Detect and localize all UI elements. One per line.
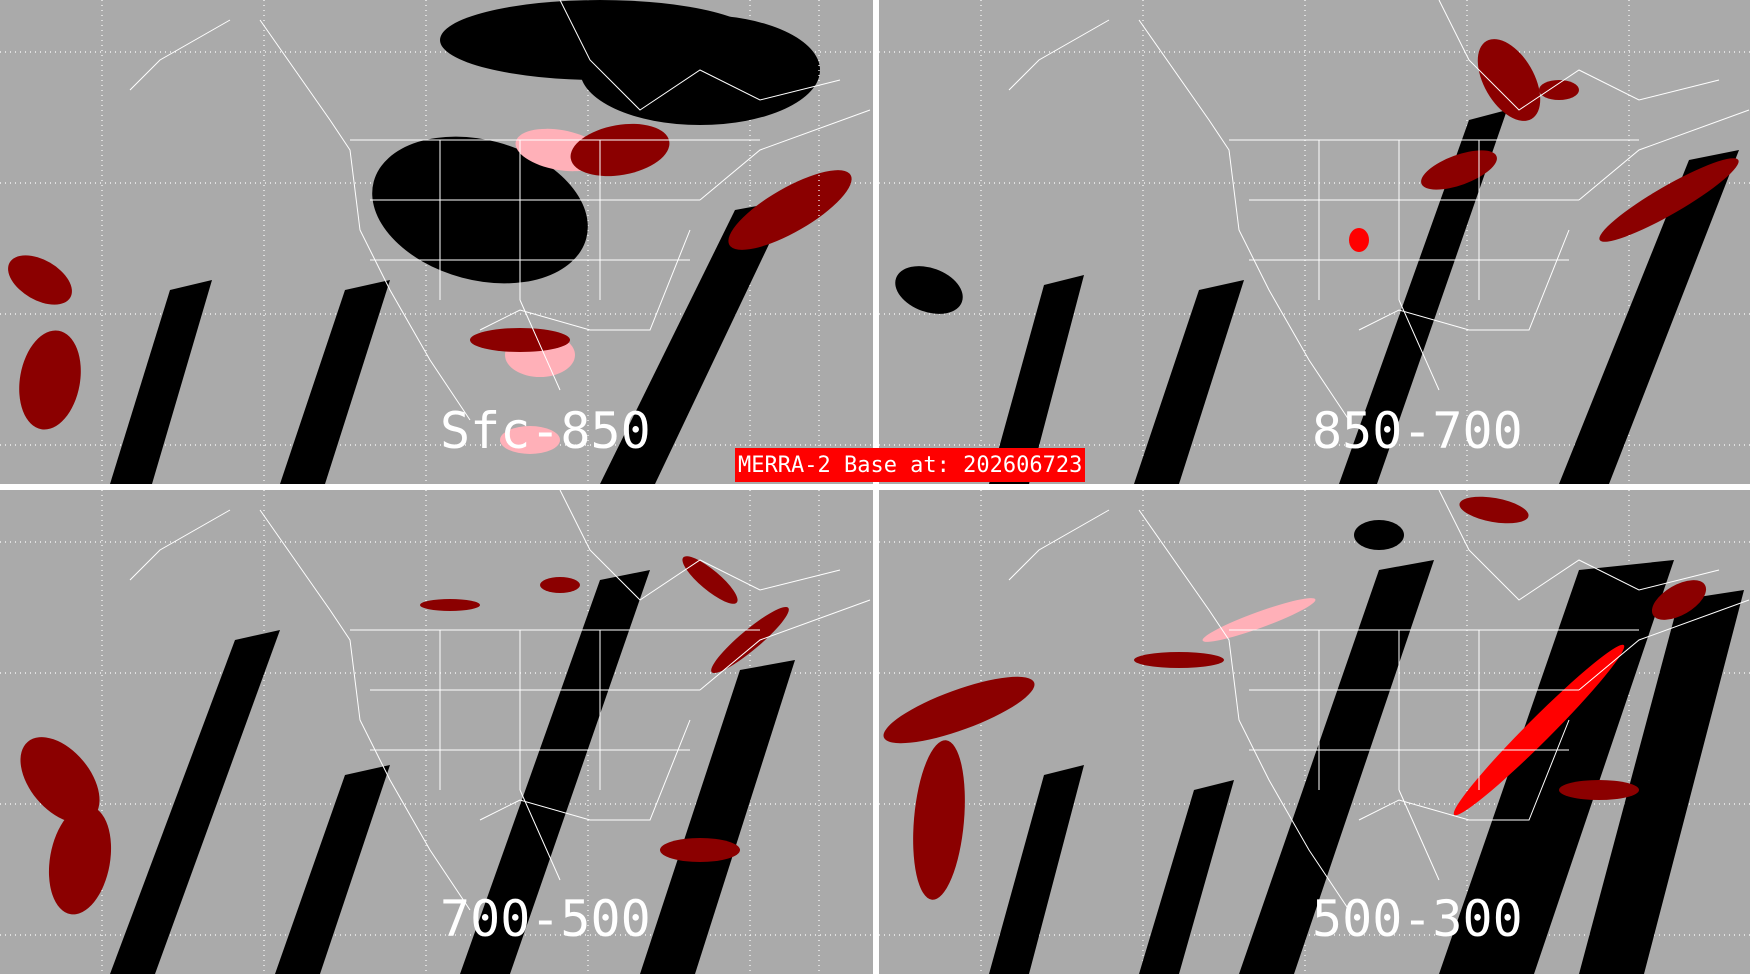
missing-swath bbox=[1134, 280, 1244, 484]
cloud-region bbox=[500, 426, 560, 454]
cloud-region bbox=[728, 170, 852, 250]
panel-label: 850-700 bbox=[1312, 402, 1523, 460]
missing-swath bbox=[1439, 560, 1674, 974]
coastline bbox=[1008, 489, 1750, 911]
cloud-region bbox=[1539, 80, 1579, 100]
cloud-region bbox=[895, 266, 963, 314]
cloud-region bbox=[8, 255, 72, 305]
cloud-region bbox=[1354, 520, 1404, 550]
cloud-region bbox=[883, 676, 1035, 744]
panel-label: 500-300 bbox=[1312, 890, 1523, 948]
cloud-region bbox=[540, 577, 580, 593]
panel-label: 700-500 bbox=[440, 890, 651, 948]
cloud-region bbox=[1421, 150, 1497, 190]
cloud-region bbox=[1477, 39, 1541, 121]
coastline bbox=[129, 0, 871, 421]
cloud-region bbox=[682, 556, 738, 604]
panel-700-500 bbox=[0, 489, 873, 974]
missing-swath bbox=[110, 280, 212, 484]
coastline bbox=[1008, 0, 1750, 421]
missing-swath bbox=[1559, 150, 1739, 484]
missing-swath bbox=[989, 275, 1084, 484]
missing-swath bbox=[1339, 110, 1507, 484]
horizontal-divider bbox=[0, 484, 1750, 490]
coastline bbox=[129, 489, 871, 911]
panel-850-700 bbox=[818, 0, 1750, 484]
missing-swath bbox=[460, 570, 650, 974]
panel-label: Sfc-850 bbox=[440, 402, 651, 460]
cloud-region bbox=[19, 330, 81, 430]
cloud-region bbox=[48, 805, 112, 915]
missing-swath bbox=[280, 280, 390, 484]
cloud-region bbox=[711, 606, 789, 674]
missing-swath bbox=[1139, 780, 1234, 974]
cloud-region bbox=[913, 740, 965, 900]
missing-swath bbox=[1239, 560, 1434, 974]
missing-swath bbox=[600, 200, 790, 484]
missing-swath bbox=[275, 765, 390, 974]
cloud-region bbox=[1202, 598, 1316, 642]
cloud-region bbox=[372, 136, 588, 284]
cloud-region bbox=[570, 123, 670, 177]
cloud-region bbox=[20, 737, 100, 823]
cloud-region bbox=[470, 328, 570, 352]
base-time-banner: MERRA-2 Base at: 202606723 bbox=[735, 448, 1086, 482]
cloud-region bbox=[1134, 652, 1224, 668]
cloud-region bbox=[1651, 580, 1707, 620]
missing-swath bbox=[640, 660, 795, 974]
panel-sfc-850 bbox=[0, 0, 873, 484]
missing-swath bbox=[989, 765, 1084, 974]
cloud-region bbox=[1349, 228, 1369, 252]
cloud-region bbox=[1559, 780, 1639, 800]
missing-swath bbox=[110, 630, 280, 974]
cloud-region bbox=[1459, 496, 1529, 524]
cloud-region bbox=[420, 599, 480, 611]
cloud-region bbox=[660, 838, 740, 862]
cloud-region bbox=[1599, 158, 1739, 242]
missing-swath bbox=[1579, 590, 1744, 974]
panel-500-300 bbox=[818, 489, 1750, 974]
